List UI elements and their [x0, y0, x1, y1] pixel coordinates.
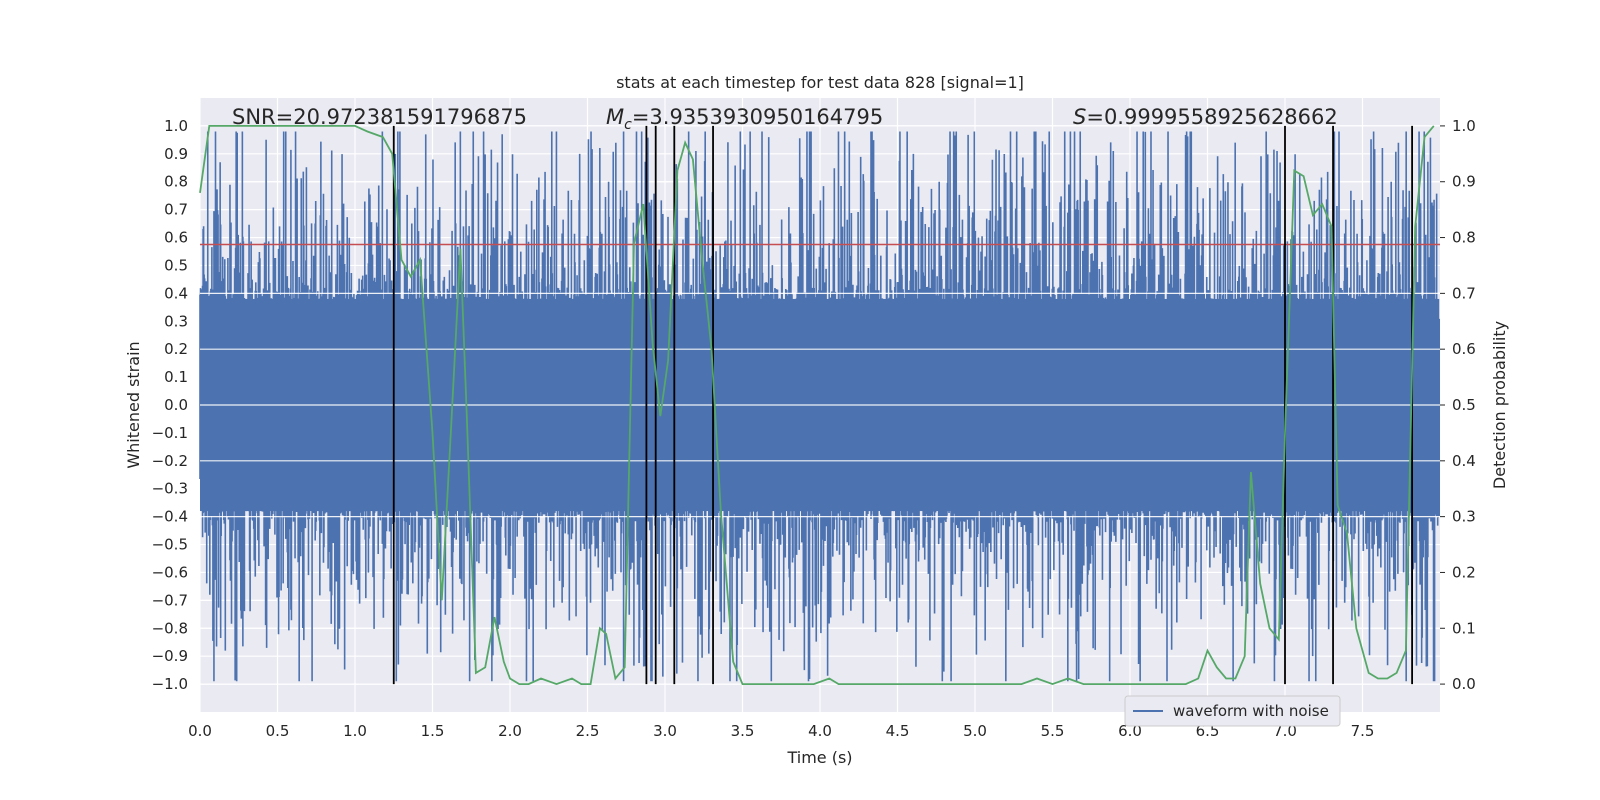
chirp-mass-annotation: Mc=3.9353930950164795	[606, 105, 883, 133]
y-tick-label: 0.0	[164, 396, 188, 414]
x-tick-label: 1.5	[421, 722, 445, 740]
y2-tick-label: 0.5	[1452, 396, 1476, 414]
s-symbol: S	[1073, 105, 1086, 129]
y-tick-label: 0.2	[164, 340, 188, 358]
y-ticks: 1.0 0.9 0.8 0.7 0.6 0.5 0.4 0.3 0.2 0.1 0.0 −0.1 −0.…	[152, 117, 188, 693]
legend: waveform with noise	[1124, 695, 1341, 727]
y-tick-label: 0.7	[164, 201, 188, 219]
y-tick-label: 0.9	[164, 145, 188, 163]
y-tick-label: −0.9	[152, 647, 188, 665]
mc-value: =3.9353930950164795	[632, 105, 883, 129]
y2-tick-label: 0.2	[1452, 563, 1476, 581]
y2-tick-label: 1.0	[1452, 117, 1476, 135]
y-tick-label: −0.1	[152, 424, 188, 442]
y-axis-label: Whitened strain	[124, 341, 143, 468]
x-ticks: 0.0 0.5 1.0 1.5 2.0 2.5 3.0 3.5 4.0 4.5 5.0 5.5 6.0 6…	[188, 722, 1374, 740]
y-tick-label: 0.4	[164, 284, 188, 302]
y2-axis-label: Detection probability	[1490, 321, 1509, 489]
x-tick-label: 3.0	[653, 722, 677, 740]
x-tick-label: 4.5	[886, 722, 910, 740]
y-tick-label: 0.5	[164, 256, 188, 274]
x-tick-label: 5.0	[963, 722, 987, 740]
waveform-series	[199, 131, 1441, 682]
s-value: =0.9999558925628662	[1086, 105, 1337, 129]
x-tick-label: 2.5	[576, 722, 600, 740]
y2-tick-label: 0.4	[1452, 452, 1476, 470]
y-tick-label: −0.3	[152, 480, 188, 498]
x-tick-label: 4.0	[808, 722, 832, 740]
y-tick-label: −0.4	[152, 508, 188, 526]
y-tick-label: −0.8	[152, 619, 188, 637]
y2-tick-label: 0.3	[1452, 508, 1476, 526]
y2-tick-label: 0.8	[1452, 229, 1476, 247]
x-axis-label: Time (s)	[786, 748, 852, 767]
x-tick-label: 3.5	[731, 722, 755, 740]
y-tick-label: 0.8	[164, 173, 188, 191]
y2-tick-label: 0.1	[1452, 619, 1476, 637]
y-tick-label: 0.3	[164, 312, 188, 330]
x-tick-label: 0.0	[188, 722, 212, 740]
y-tick-label: −0.2	[152, 452, 188, 470]
y2-tick-label: 0.0	[1452, 675, 1476, 693]
x-tick-label: 1.0	[343, 722, 367, 740]
y2-tick-label: 0.6	[1452, 340, 1476, 358]
y2-ticks: 1.0 0.9 0.8 0.7 0.6 0.5 0.4 0.3 0.2 0.1 0.0	[1440, 117, 1476, 693]
probability-series	[199, 125, 1435, 686]
probability-line	[199, 125, 1435, 686]
y-tick-label: 1.0	[164, 117, 188, 135]
y-tick-label: −0.7	[152, 591, 188, 609]
y-tick-label: −0.6	[152, 563, 188, 581]
x-tick-label: 0.5	[266, 722, 290, 740]
legend-label: waveform with noise	[1173, 702, 1329, 720]
y-tick-label: −1.0	[152, 675, 188, 693]
y-tick-label: 0.6	[164, 229, 188, 247]
y-tick-label: 0.1	[164, 368, 188, 386]
x-tick-label: 5.5	[1041, 722, 1065, 740]
legend-box	[1124, 695, 1341, 727]
x-tick-label: 7.5	[1351, 722, 1375, 740]
snr-annotation: SNR=20.972381591796875	[232, 105, 527, 129]
mc-subscript: c	[624, 117, 632, 133]
score-annotation: S=0.9999558925628662	[1073, 105, 1338, 129]
y-tick-label: −0.5	[152, 536, 188, 554]
y2-tick-label: 0.9	[1452, 173, 1476, 191]
y2-tick-label: 0.7	[1452, 284, 1476, 302]
x-tick-label: 2.0	[498, 722, 522, 740]
mc-symbol: M	[606, 105, 624, 129]
chart-title: stats at each timestep for test data 828…	[616, 73, 1024, 92]
